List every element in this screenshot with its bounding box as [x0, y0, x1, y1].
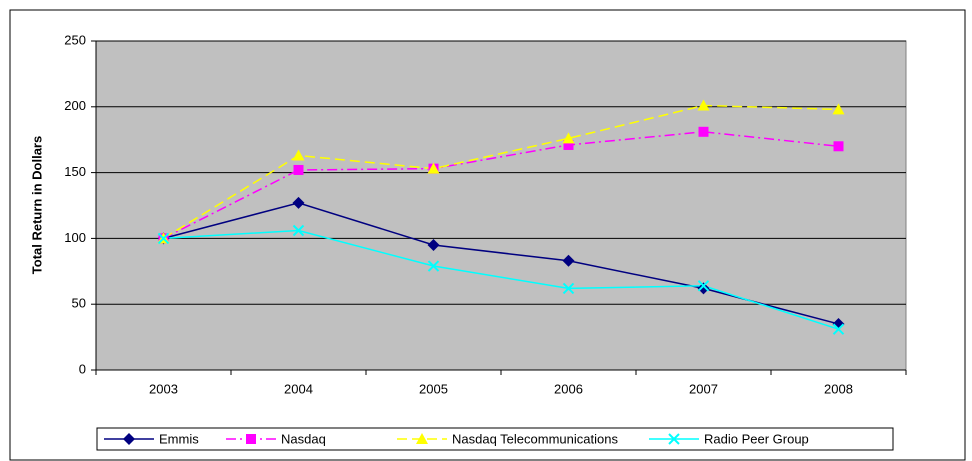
marker [292, 149, 305, 161]
x-tick-label: 2004 [284, 381, 313, 396]
legend-label: Nasdaq [281, 431, 326, 446]
y-tick-label: 200 [64, 98, 86, 113]
marker [698, 126, 709, 137]
x-tick-label: 2006 [554, 381, 583, 396]
series-line [163, 202, 839, 325]
legend-label: Radio Peer Group [704, 431, 809, 446]
y-tick-label: 50 [72, 296, 86, 311]
series-line [163, 229, 839, 330]
marker [416, 433, 428, 444]
marker [832, 323, 845, 335]
y-axis-label: Total Return in Dollars [29, 136, 44, 274]
marker [157, 232, 170, 245]
marker [697, 282, 710, 295]
marker [427, 260, 440, 272]
x-tick-label: 2007 [689, 381, 718, 396]
marker [246, 434, 256, 444]
marker [697, 280, 710, 292]
marker [427, 162, 440, 174]
marker [563, 139, 574, 150]
legend-label: Nasdaq Telecommunications [452, 431, 618, 446]
marker [832, 103, 845, 115]
marker [562, 254, 575, 267]
series-line [163, 104, 839, 240]
marker [562, 282, 575, 295]
x-tick-label: 2008 [824, 381, 853, 396]
legend-box [96, 427, 894, 451]
marker [293, 164, 304, 175]
y-tick-label: 250 [64, 32, 86, 47]
marker [427, 238, 440, 251]
marker [668, 433, 680, 445]
legend-label: Emmis [159, 431, 199, 446]
y-tick-label: 0 [79, 361, 86, 376]
marker [833, 141, 844, 152]
marker [292, 196, 305, 209]
marker [123, 433, 135, 445]
plot-area [95, 40, 907, 371]
series-line [163, 131, 839, 240]
marker [697, 99, 710, 111]
y-tick-label: 100 [64, 230, 86, 245]
marker [562, 132, 575, 144]
y-tick-label: 150 [64, 164, 86, 179]
x-tick-label: 2003 [149, 381, 178, 396]
x-tick-label: 2005 [419, 381, 448, 396]
marker [292, 224, 305, 237]
